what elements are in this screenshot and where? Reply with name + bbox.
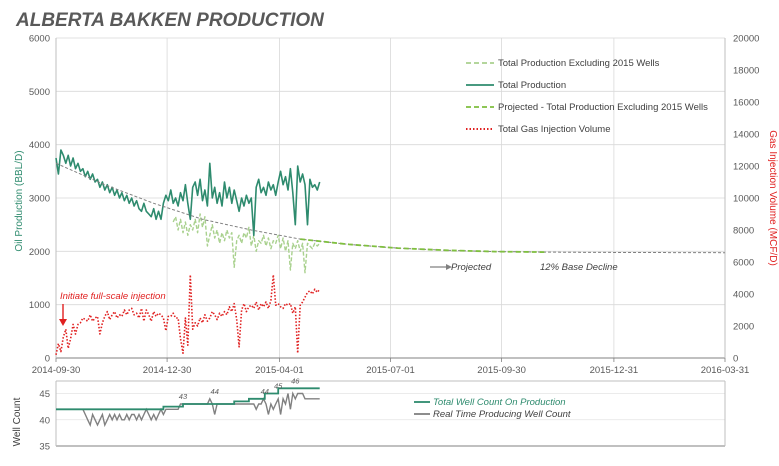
x-tick-label: 2015-07-01 [366, 365, 415, 376]
well-y-tick-label: 40 [39, 415, 50, 426]
y-tick-label: 0 [45, 354, 50, 365]
x-tick-label: 2014-12-30 [143, 365, 192, 376]
y2-axis-label: Gas Injection Volume (MCF/D) [767, 130, 778, 266]
gridlines [55, 37, 726, 359]
chart-title: ALBERTA BAKKEN PRODUCTION [15, 10, 325, 31]
y2-tick-label: 12000 [733, 162, 759, 173]
well-count-label: 44 [211, 387, 219, 396]
y2-tick-label: 6000 [733, 258, 754, 269]
y2-tick-label: 20000 [733, 34, 759, 45]
y-axis-label: Oil Production (BBL/D) [14, 150, 25, 251]
x-tick-label: 2015-04-01 [255, 365, 304, 376]
legend: Total Production Excluding 2015 Wells To… [466, 58, 708, 135]
well-count-label: 45 [274, 382, 283, 391]
legend-label-total-wells: Total Well Count On Production [433, 397, 566, 408]
y2-tick-label: 0 [733, 354, 738, 365]
y-tick-label: 3000 [29, 194, 50, 205]
y2-tick-label: 14000 [733, 130, 759, 141]
injection-annotation: Initiate full-scale injection [60, 291, 166, 302]
x-tick-label: 2016-03-31 [701, 365, 750, 376]
x-tick-label: 2015-12-31 [590, 365, 639, 376]
y-tick-label: 1000 [29, 300, 50, 311]
series-total-excl-2015 [172, 213, 321, 274]
series-total-production [55, 149, 321, 237]
injection-arrow-head [59, 319, 67, 326]
y2-tick-label: 8000 [733, 226, 754, 237]
legend-label-gas: Total Gas Injection Volume [498, 124, 610, 135]
well-count-panel: 35 40 45 43 44 44 45 46 [39, 376, 726, 453]
y2-tick-label: 4000 [733, 290, 754, 301]
series-gas-injection [55, 274, 321, 355]
well-count-label: 43 [179, 392, 188, 401]
series-projected-highlight [300, 238, 545, 253]
series-total-wells [56, 387, 320, 411]
series-layer [55, 149, 726, 355]
well-y-tick-label: 35 [39, 442, 50, 453]
y-tick-label: 4000 [29, 140, 50, 151]
x-tick-label: 2014-09-30 [32, 365, 81, 376]
y2-tick-label: 2000 [733, 322, 754, 333]
x-tick-label: 2015-09-30 [477, 365, 526, 376]
legend-label-projected: Projected - Total Production Excluding 2… [498, 102, 708, 113]
decline-annotation: 12% Base Decline [540, 262, 618, 273]
y2-tick-label: 16000 [733, 98, 759, 109]
y-tick-label: 2000 [29, 247, 50, 258]
well-count-label: 44 [261, 387, 269, 396]
well-count-label: 46 [291, 376, 300, 385]
projected-arrow-head [446, 264, 452, 270]
well-count-axis-label: Well Count [12, 397, 23, 446]
y-tick-label: 6000 [29, 34, 50, 45]
axes: 0 1000 2000 3000 4000 5000 6000 0 2000 4000 6000 80… [29, 34, 760, 377]
y2-tick-label: 10000 [733, 194, 759, 205]
legend-label-realtime-wells: Real Time Producing Well Count [433, 409, 571, 420]
projected-annotation: Projected [451, 262, 492, 273]
y-tick-label: 5000 [29, 87, 50, 98]
well-y-tick-label: 45 [39, 389, 50, 400]
legend-label-total: Total Production [498, 80, 566, 91]
legend-label-excl: Total Production Excluding 2015 Wells [498, 58, 660, 69]
y2-tick-label: 18000 [733, 66, 759, 77]
